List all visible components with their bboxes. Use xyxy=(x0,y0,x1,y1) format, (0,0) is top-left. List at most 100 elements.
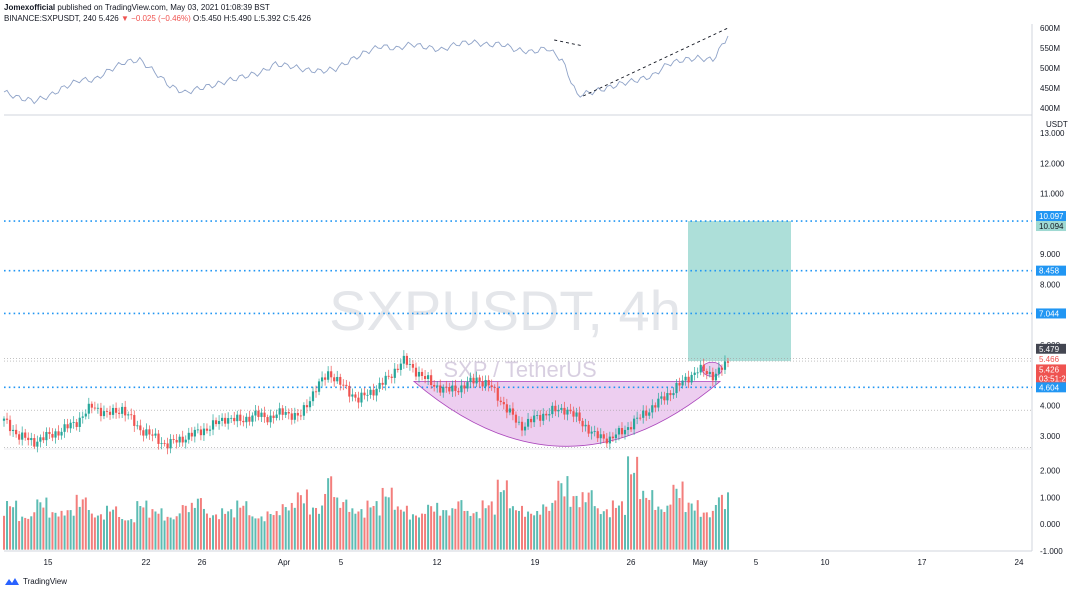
price-tag-level: 8.458 xyxy=(1036,265,1066,276)
volume-bar xyxy=(424,513,427,550)
candle-body xyxy=(690,374,693,383)
candle-body xyxy=(308,401,312,408)
volume-bar xyxy=(66,510,69,550)
volume-bar xyxy=(302,503,305,550)
volume-bar xyxy=(121,519,124,550)
symbol-label: BINANCE:SXPUSDT, 240 xyxy=(4,14,97,23)
candle-body xyxy=(324,377,327,380)
volume-bar xyxy=(527,511,530,550)
candle-body xyxy=(5,418,9,420)
price-tag-target: 10.097 xyxy=(1036,211,1066,222)
volume-bar xyxy=(160,508,163,550)
volume-bar xyxy=(602,511,605,550)
volume-bar xyxy=(696,500,699,550)
down-arrow-icon: ▼ xyxy=(120,14,129,23)
candle-body xyxy=(617,428,621,435)
volume-bar xyxy=(502,490,505,550)
candle-body xyxy=(284,412,287,415)
candle-body xyxy=(27,437,30,441)
volume-bar xyxy=(421,513,424,550)
candle-body xyxy=(239,414,242,421)
indicator-tick-label: 450M xyxy=(1040,84,1060,93)
volume-bar xyxy=(118,516,121,550)
volume-bar xyxy=(648,499,651,550)
candle-body xyxy=(236,414,239,422)
footer-brand[interactable]: TradingView xyxy=(23,577,68,586)
volume-bar xyxy=(218,519,221,550)
volume-bar xyxy=(60,510,63,550)
candle-body xyxy=(199,429,203,436)
indicator-trendline xyxy=(554,39,584,47)
volume-bar xyxy=(239,507,242,550)
volume-bar xyxy=(199,498,202,550)
candle-body xyxy=(221,417,224,421)
volume-pane xyxy=(3,456,729,550)
candle-body xyxy=(523,426,527,431)
candle-body xyxy=(717,367,721,374)
candle-body xyxy=(511,408,515,415)
volume-bar xyxy=(245,501,248,550)
volume-bar xyxy=(720,494,723,550)
candle-body xyxy=(205,428,209,431)
candle-body xyxy=(33,438,36,447)
candle-body xyxy=(305,405,309,408)
price-tag-bg xyxy=(1036,265,1066,276)
volume-bar xyxy=(684,512,687,550)
volume-bar xyxy=(508,508,511,550)
candle-body xyxy=(175,439,178,443)
level-lines xyxy=(4,220,1032,448)
candle-body xyxy=(108,411,112,415)
candle-body xyxy=(15,429,18,435)
volume-bar xyxy=(351,508,354,550)
volume-bar xyxy=(593,506,596,550)
volume-bar xyxy=(442,510,445,550)
volume-bar xyxy=(542,504,545,550)
candle-body xyxy=(320,377,324,382)
candle-body xyxy=(118,412,121,414)
price-tag-bg xyxy=(1036,308,1066,319)
candle-body xyxy=(681,380,684,386)
candle-body xyxy=(581,420,584,427)
candle-body xyxy=(381,382,384,385)
volume-bar xyxy=(363,517,366,550)
volume-bar xyxy=(651,490,654,550)
volume-bar xyxy=(396,506,399,550)
volume-bar xyxy=(78,506,81,550)
volume-bar xyxy=(193,507,196,550)
candle-body xyxy=(333,377,336,382)
price-tag-text: 10.094 xyxy=(1039,222,1064,231)
volume-bar xyxy=(666,505,669,550)
volume-bar xyxy=(554,500,557,550)
volume-bar xyxy=(430,506,433,550)
volume-bar xyxy=(15,500,18,550)
candle-body xyxy=(420,371,424,376)
candle-body xyxy=(648,412,651,416)
volume-bar xyxy=(278,515,281,550)
candle-body xyxy=(620,428,624,435)
volume-bar xyxy=(690,503,693,550)
volume-bar xyxy=(369,507,372,550)
candle-body xyxy=(645,410,648,416)
candle-body xyxy=(584,424,587,427)
x-tick-label: 26 xyxy=(198,558,207,567)
price-tag-text: 10.097 xyxy=(1039,212,1064,221)
volume-bar xyxy=(233,517,236,550)
candle-body xyxy=(493,387,496,388)
candle-body xyxy=(30,438,33,441)
price-tick-label: 8.000 xyxy=(1040,281,1061,290)
candle-body xyxy=(211,420,215,430)
candle-body xyxy=(569,409,572,412)
x-tick-label: 22 xyxy=(142,558,151,567)
author-name[interactable]: Jomexofficial xyxy=(4,3,56,12)
indicator-tick-label: 600M xyxy=(1040,24,1060,33)
candle-body xyxy=(133,415,136,426)
volume-bar xyxy=(411,514,414,550)
volume-bar xyxy=(581,492,584,550)
candle-body xyxy=(269,415,272,423)
candle-body xyxy=(599,434,602,439)
volume-bar xyxy=(636,456,639,550)
candle-body xyxy=(375,388,378,396)
candle-body xyxy=(311,391,315,402)
volume-bar xyxy=(599,514,602,550)
